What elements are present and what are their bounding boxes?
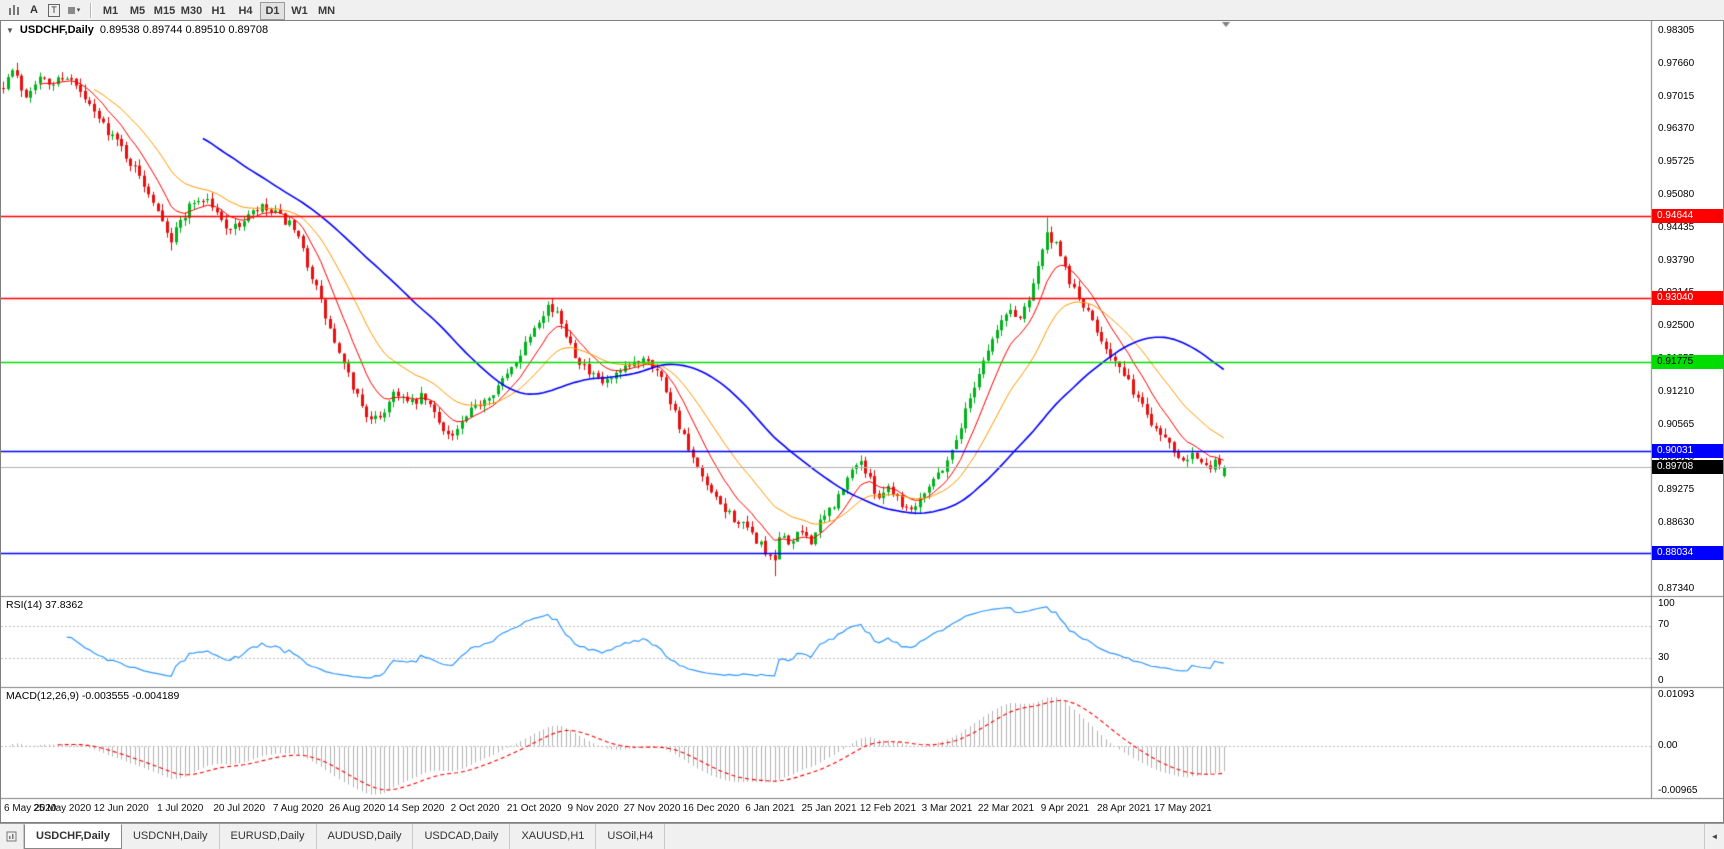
date-axis-label: 9 Apr 2021 — [1040, 803, 1090, 814]
bar-chart-tool-button[interactable] — [4, 1, 24, 19]
rsi-scale-0: 0 — [1658, 675, 1664, 686]
price-axis-tick: 0.92500 — [1658, 320, 1695, 332]
rsi-indicator-label: RSI(14) 37.8362 — [6, 599, 84, 611]
date-axis-label: 16 Dec 2020 — [682, 803, 740, 814]
price-axis-tick: 0.90565 — [1658, 418, 1695, 430]
date-axis-label: 12 Jun 2020 — [93, 803, 149, 814]
date-axis-label: 25 Jan 2021 — [801, 803, 857, 814]
price-level-badge: 0.94644 — [1652, 209, 1723, 224]
timeframe-h1-button[interactable]: H1 — [206, 2, 231, 20]
chart-ohlc-values: 0.89538 0.89744 0.89510 0.89708 — [99, 24, 269, 36]
timeframe-m1-button[interactable]: M1 — [98, 2, 123, 20]
text-label-icon: A — [30, 4, 38, 16]
date-axis-label: 9 Nov 2020 — [567, 803, 619, 814]
date-axis-label: 6 May 2020 — [4, 803, 57, 814]
date-axis-label: 26 Aug 2020 — [329, 803, 386, 814]
macd-scale-max: 0.01093 — [1658, 689, 1695, 700]
price-level-badge: 0.88034 — [1652, 545, 1723, 560]
price-level-badge: 0.91775 — [1652, 355, 1723, 370]
scroll-tabs-left-button[interactable]: ◄ — [1704, 824, 1724, 849]
price-axis-tick: 0.97015 — [1658, 90, 1695, 102]
chart-tab-bar: USDCHF,Daily USDCNH,Daily EURUSD,Daily AUDU… — [0, 823, 1724, 849]
price-axis-tick: 0.94435 — [1658, 221, 1695, 233]
date-axis-label: 21 Oct 2020 — [506, 803, 562, 814]
tab-usdchf-daily[interactable]: USDCHF,Daily — [24, 824, 122, 849]
timeframe-buttons: M1 M5 M15 M30 H1 H4 D1 W1 MN — [97, 1, 340, 20]
text-tool-button[interactable]: T — [44, 1, 64, 19]
chart-tabs: USDCHF,Daily USDCNH,Daily EURUSD,Daily AUDU… — [24, 824, 666, 849]
price-axis-tick: 0.97660 — [1658, 57, 1695, 69]
tab-audusd-daily[interactable]: AUDUSD,Daily — [317, 824, 414, 849]
chart-symbol-label: USDCHF,Daily — [19, 24, 94, 36]
tab-usdcnh-daily[interactable]: USDCNH,Daily — [122, 824, 220, 849]
one-click-expand-icon[interactable]: ▼ — [6, 26, 14, 35]
shape-icon — [67, 6, 75, 14]
macd-scale-min: -0.00965 — [1658, 785, 1698, 796]
price-axis-tick: 0.87340 — [1658, 582, 1695, 594]
tab-xauusd-h1[interactable]: XAUUSD,H1 — [510, 824, 597, 849]
bar-chart-icon — [9, 5, 19, 15]
timeframe-w1-button[interactable]: W1 — [287, 2, 312, 20]
price-level-badge: 0.90031 — [1652, 443, 1723, 458]
date-axis-label: 22 Mar 2021 — [977, 803, 1035, 814]
toolbar: A T ▾ M1 M5 M15 M30 H1 H4 D1 W1 MN — [0, 0, 1724, 20]
date-axis-label: 17 May 2021 — [1153, 803, 1212, 814]
price-axis-tick: 0.95080 — [1658, 189, 1695, 200]
date-axis-label: 3 Mar 2021 — [921, 803, 973, 814]
timeframe-m15-button[interactable]: M15 — [152, 2, 177, 20]
timeframe-m5-button[interactable]: M5 — [125, 2, 150, 20]
price-axis-tick: 0.88630 — [1658, 517, 1695, 529]
price-axis-tick: 0.89275 — [1658, 484, 1695, 496]
timeframe-m30-button[interactable]: M30 — [179, 2, 204, 20]
date-axis-label: 7 Aug 2020 — [272, 803, 324, 814]
date-axis-label: 28 Apr 2021 — [1096, 803, 1151, 814]
chart-list-icon[interactable] — [0, 824, 24, 849]
price-axis-tick: 0.91210 — [1658, 385, 1695, 397]
date-axis-label: 14 Sep 2020 — [387, 803, 445, 814]
date-axis-label: 6 Jan 2021 — [745, 803, 795, 814]
price-chart-canvas[interactable] — [1, 21, 1723, 822]
toolbar-separator — [90, 2, 91, 18]
chevron-down-icon: ▾ — [76, 7, 81, 14]
rsi-scale-100: 100 — [1658, 598, 1675, 609]
chart-title: ▼ USDCHF,Daily 0.89538 0.89744 0.89510 0… — [6, 24, 268, 36]
tab-usoil-h4[interactable]: USOil,H4 — [596, 824, 666, 849]
arrows-dropdown-button[interactable]: ▾ — [64, 1, 84, 19]
price-axis-tick: 0.96370 — [1658, 123, 1695, 135]
macd-scale-zero: 0.00 — [1658, 740, 1678, 751]
tab-eurusd-daily[interactable]: EURUSD,Daily — [220, 824, 317, 849]
text-label-tool-button[interactable]: A — [24, 1, 44, 19]
date-axis-label: 12 Feb 2021 — [859, 803, 917, 814]
timeframe-d1-button[interactable]: D1 — [260, 1, 285, 20]
text-tool-icon: T — [48, 3, 60, 17]
date-axis-label: 27 Nov 2020 — [623, 803, 681, 814]
rsi-scale-70: 70 — [1658, 619, 1670, 630]
rsi-scale-30: 30 — [1658, 652, 1670, 663]
price-axis-tick: 0.98305 — [1658, 24, 1695, 36]
price-axis-tick: 0.95725 — [1658, 156, 1695, 168]
date-axis-label: 2 Oct 2020 — [450, 803, 500, 814]
price-axis-tick: 0.93790 — [1658, 254, 1695, 266]
current-price-badge: 0.89708 — [1652, 460, 1723, 475]
price-level-badge: 0.93040 — [1652, 290, 1723, 305]
macd-indicator-label: MACD(12,26,9) -0.003555 -0.004189 — [6, 690, 180, 702]
tab-usdcad-daily[interactable]: USDCAD,Daily — [413, 824, 511, 849]
chart-window: ▼ USDCHF,Daily 0.89538 0.89744 0.89510 0… — [0, 20, 1724, 823]
timeframe-h4-button[interactable]: H4 — [233, 2, 258, 20]
date-axis-label: 25 May 2020 — [33, 803, 92, 814]
timeframe-mn-button[interactable]: MN — [314, 2, 339, 20]
date-axis-label: 20 Jul 2020 — [213, 803, 266, 814]
date-axis-label: 1 Jul 2020 — [157, 803, 204, 814]
